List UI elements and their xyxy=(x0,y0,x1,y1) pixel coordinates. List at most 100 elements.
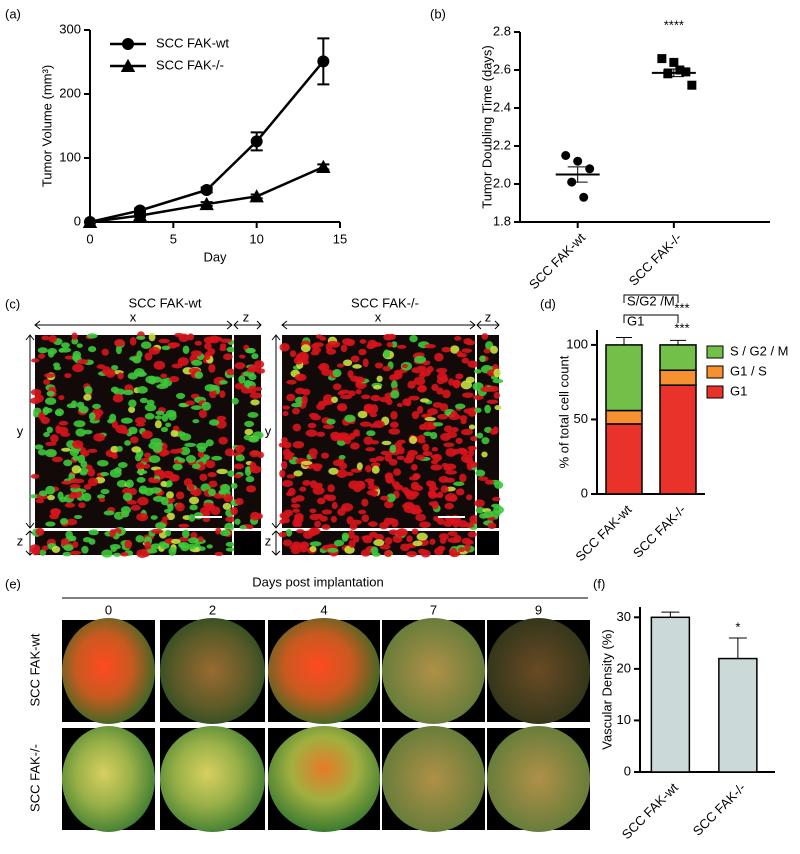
cell xyxy=(370,462,381,468)
cell xyxy=(460,380,472,390)
cell xyxy=(43,432,50,438)
cell xyxy=(301,395,308,405)
x-tick-label: SCC FAK-/- xyxy=(626,230,685,289)
error-bar xyxy=(728,637,747,659)
cell xyxy=(46,426,53,434)
cell xyxy=(198,409,208,419)
cell xyxy=(358,348,367,356)
row-label: SCC FAK-/- xyxy=(27,744,42,812)
cell xyxy=(218,489,225,495)
cell xyxy=(492,378,504,384)
cell xyxy=(105,368,116,378)
marker xyxy=(200,184,213,196)
cell xyxy=(450,547,458,557)
cell xyxy=(409,335,418,343)
marker xyxy=(579,192,589,202)
cell xyxy=(218,436,228,445)
cell xyxy=(35,527,45,536)
cell xyxy=(282,539,293,547)
cell xyxy=(69,478,80,484)
cell xyxy=(170,538,181,544)
cell xyxy=(135,535,144,543)
y-tick-label: 0 xyxy=(624,763,631,778)
bar-segment xyxy=(605,409,643,425)
cell xyxy=(88,529,99,536)
cell xyxy=(443,425,453,433)
cell xyxy=(117,461,128,469)
cell xyxy=(152,445,163,453)
cell xyxy=(231,397,239,405)
cell xyxy=(389,444,397,454)
cell xyxy=(166,491,174,499)
cell xyxy=(103,510,115,516)
cell xyxy=(322,424,335,430)
cell xyxy=(159,449,168,457)
cell xyxy=(225,547,236,552)
cell xyxy=(352,364,362,369)
cell xyxy=(382,366,391,372)
y-tick-label: 100 xyxy=(59,149,81,164)
cell xyxy=(38,490,48,497)
cell xyxy=(186,543,197,550)
cell xyxy=(401,363,408,369)
cell xyxy=(110,386,120,393)
cell xyxy=(412,540,423,547)
cell xyxy=(64,502,76,508)
cell xyxy=(62,551,72,557)
cell xyxy=(289,544,300,550)
cell xyxy=(442,389,451,399)
cell xyxy=(286,474,296,479)
cell xyxy=(193,512,204,520)
cell xyxy=(100,471,109,477)
cell xyxy=(135,422,146,427)
cell xyxy=(248,373,257,381)
cell xyxy=(207,347,216,356)
cell xyxy=(486,399,499,404)
cell xyxy=(406,550,418,558)
cell xyxy=(285,528,293,537)
marker xyxy=(657,54,667,64)
cell xyxy=(83,484,92,490)
cell xyxy=(411,528,419,535)
cell xyxy=(429,538,436,545)
cell xyxy=(149,478,161,484)
cell xyxy=(165,422,172,428)
cell xyxy=(365,447,376,452)
cell xyxy=(326,418,336,425)
cell xyxy=(381,440,392,446)
cell xyxy=(138,488,148,494)
cell xyxy=(225,516,236,523)
cell xyxy=(384,453,392,462)
cell xyxy=(250,511,260,521)
cell xyxy=(246,348,256,354)
cell xyxy=(130,436,139,444)
cell xyxy=(390,410,398,420)
cell xyxy=(223,353,233,361)
cell xyxy=(367,485,380,490)
cell xyxy=(136,477,146,483)
cell xyxy=(87,477,99,487)
cell xyxy=(422,451,433,457)
y-tick-label: 0 xyxy=(581,485,588,500)
cell xyxy=(468,448,475,457)
cell xyxy=(440,485,449,493)
cell xyxy=(134,453,142,462)
cell xyxy=(224,493,232,503)
cell xyxy=(250,399,260,406)
cell xyxy=(100,488,110,495)
cell xyxy=(113,552,122,557)
cell xyxy=(340,394,353,400)
cell xyxy=(140,341,152,349)
x-tick-label: SCC FAK-/- xyxy=(690,780,749,839)
cell xyxy=(451,427,459,433)
cell xyxy=(148,455,161,463)
cell xyxy=(336,403,348,412)
cell xyxy=(286,451,293,460)
cell xyxy=(167,411,177,421)
cell xyxy=(480,386,492,393)
cell xyxy=(46,390,55,397)
cell xyxy=(190,359,203,366)
cell xyxy=(41,335,50,341)
cell xyxy=(413,485,424,491)
cell xyxy=(58,348,66,353)
